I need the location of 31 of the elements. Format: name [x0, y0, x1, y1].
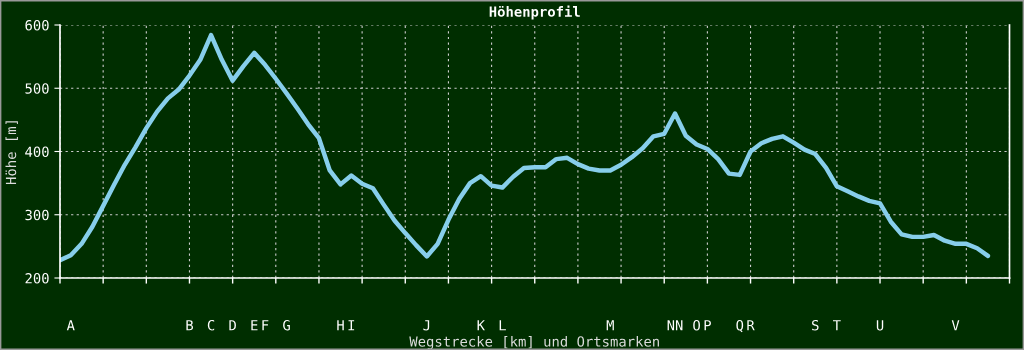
- x-tick-label: F: [262, 320, 269, 331]
- x-tick-label: L: [499, 320, 506, 331]
- y-tick-label: 400: [25, 146, 49, 158]
- x-axis-title: Wegstrecke [km] und Ortsmarken: [409, 335, 659, 350]
- x-tick-label: G: [283, 319, 290, 331]
- x-tick-label: O: [693, 319, 700, 331]
- y-tick-label: 200: [25, 273, 49, 284]
- x-tick-label: P: [704, 320, 711, 331]
- x-tick-label: E: [251, 320, 258, 331]
- x-tick-label: R: [747, 320, 755, 331]
- x-tick-label: NN: [667, 320, 683, 331]
- x-tick-label: B: [186, 320, 194, 331]
- x-tick-label: D: [229, 320, 236, 331]
- line-series: [60, 32, 991, 263]
- y-tick-label: 600: [25, 20, 49, 31]
- y-tick-label: 500: [25, 83, 49, 94]
- x-tick-label: A: [66, 320, 75, 331]
- y-tick-label: 300: [25, 209, 49, 221]
- x-tick-label: S: [812, 319, 819, 331]
- x-tick-label: K: [477, 320, 485, 331]
- x-tick-label: M: [606, 320, 614, 331]
- x-tick-label: I: [348, 320, 355, 331]
- y-axis-title: Höhe [m]: [5, 121, 18, 185]
- chart-title: Höhenprofil: [489, 5, 580, 20]
- x-tick-label: T: [833, 320, 841, 331]
- x-tick-label: Q: [736, 319, 744, 333]
- x-tick-label: H: [337, 320, 344, 331]
- x-tick-label: V: [951, 320, 960, 331]
- x-tick-label: C: [207, 319, 215, 331]
- x-tick-label: U: [876, 320, 884, 331]
- x-tick-label: J: [423, 320, 430, 331]
